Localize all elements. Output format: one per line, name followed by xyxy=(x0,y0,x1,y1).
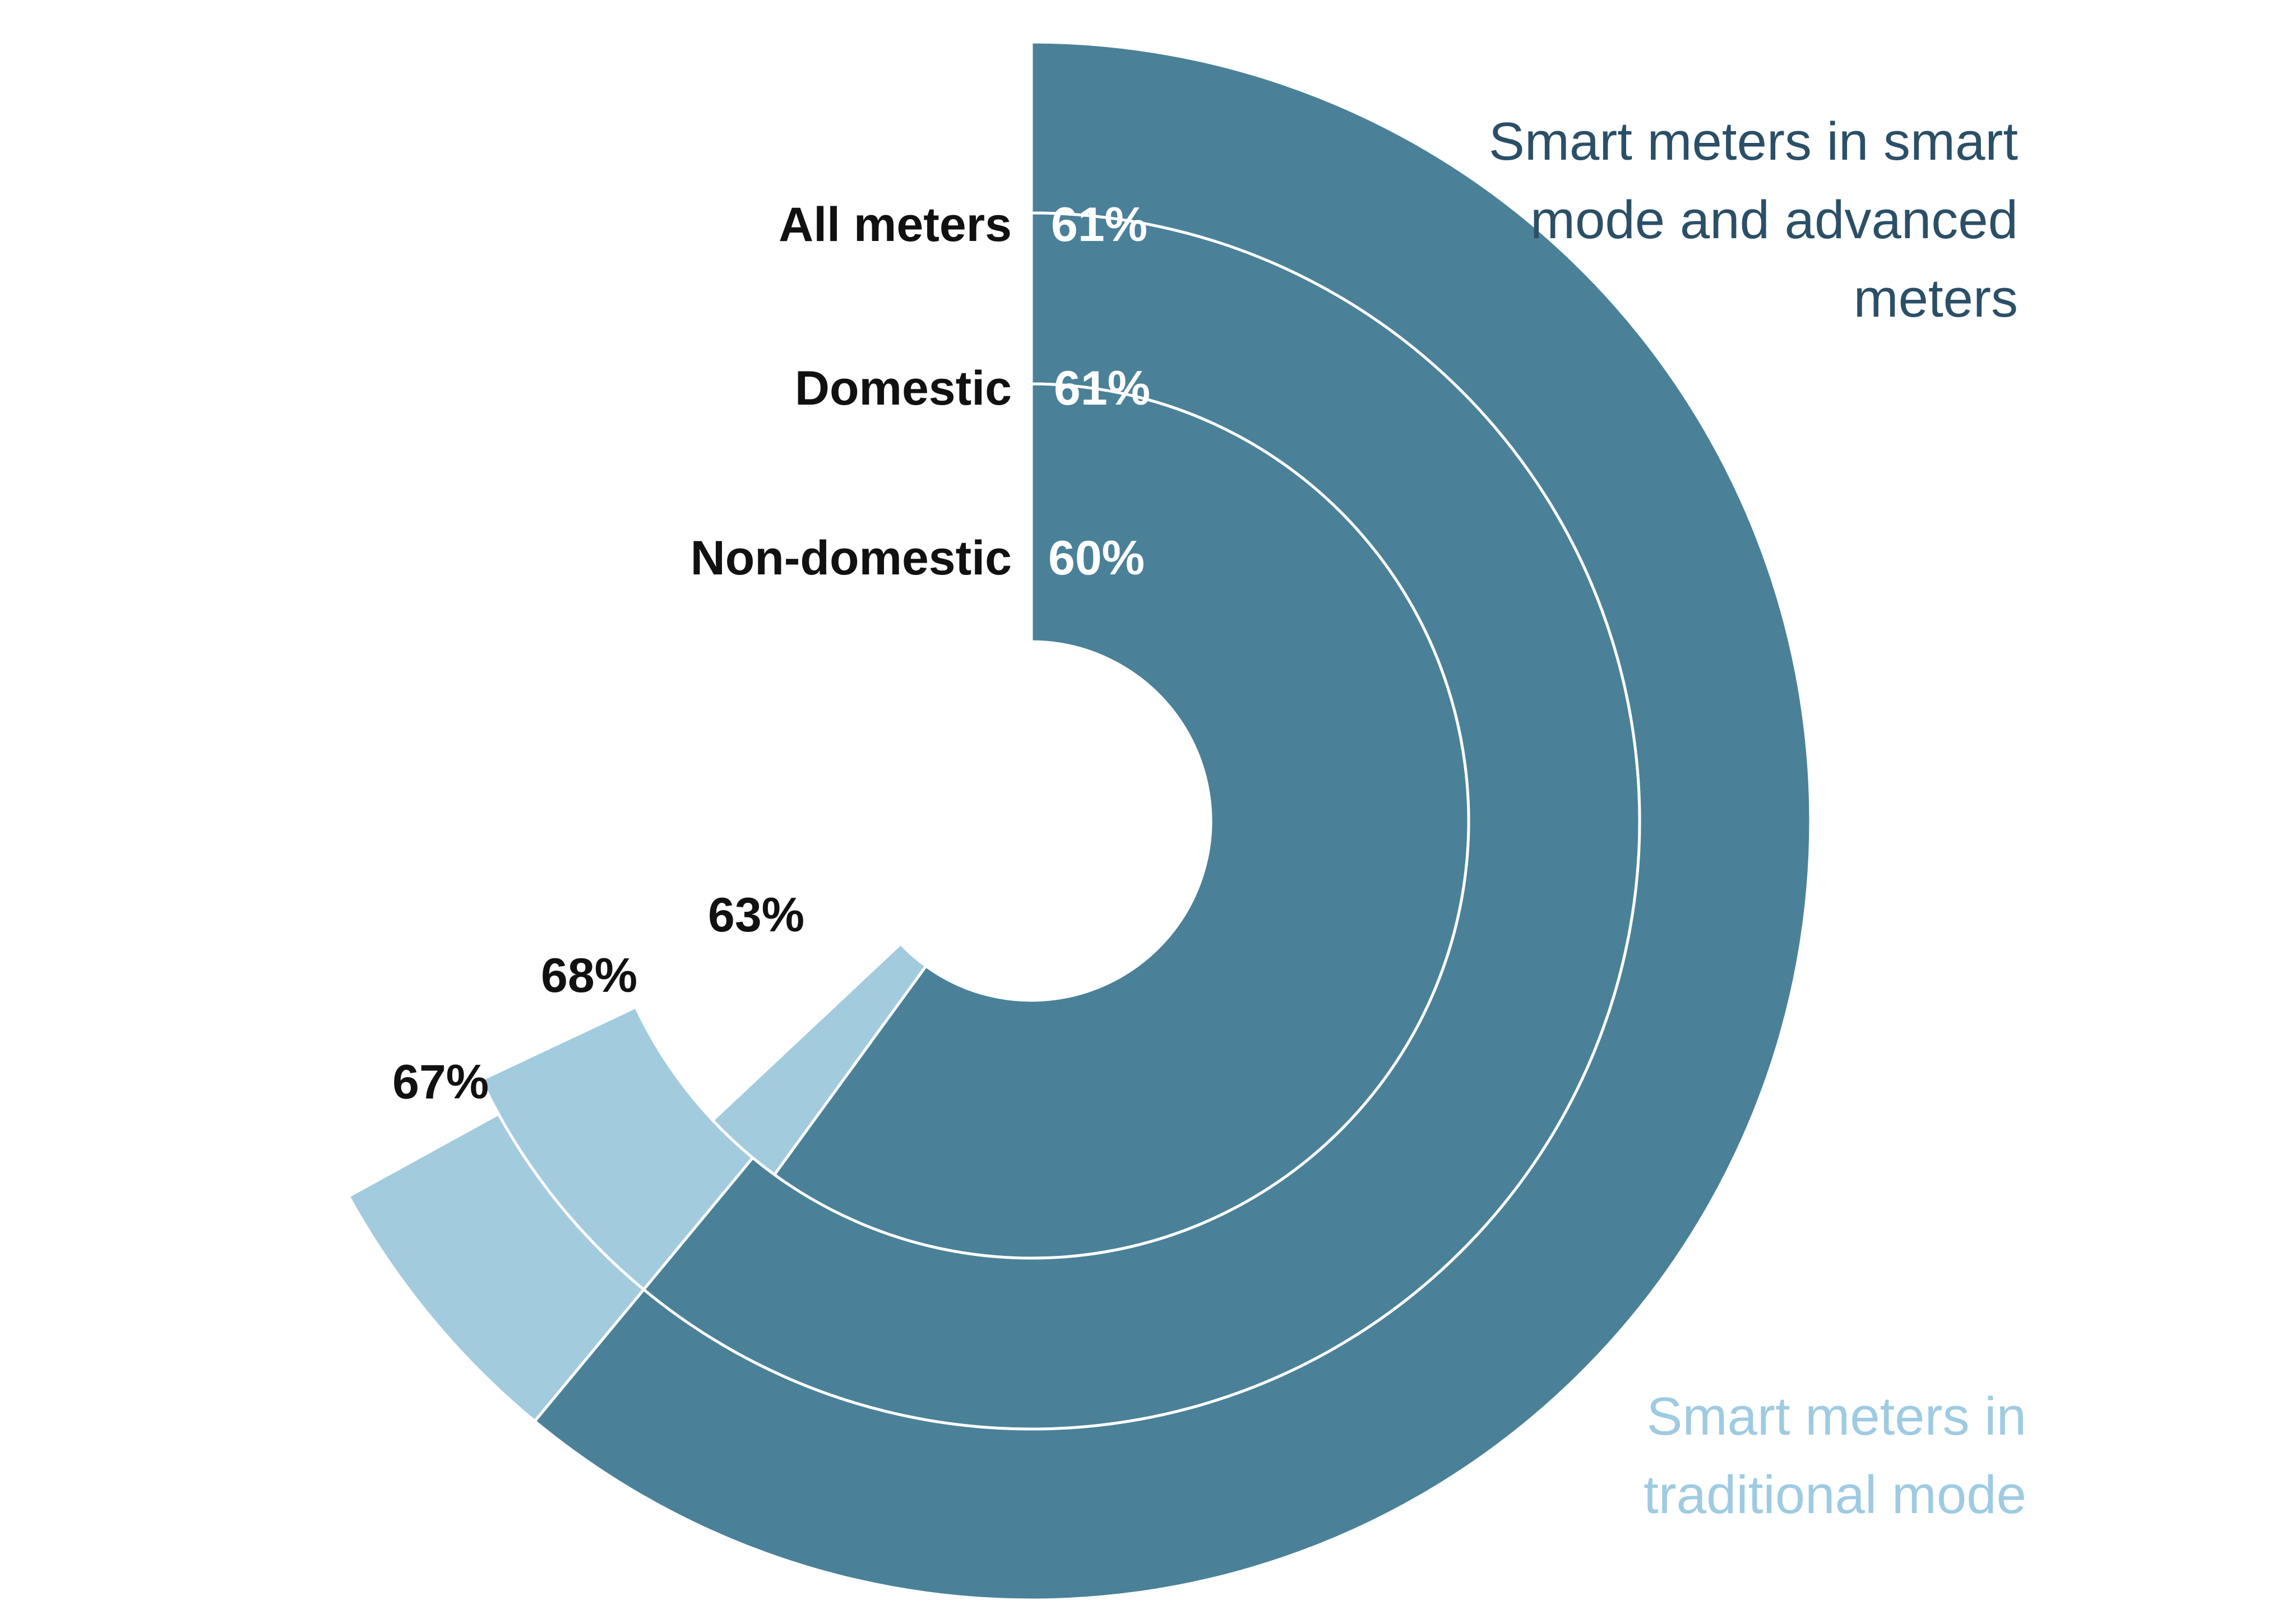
value-label-non-domestic-smart: 60% xyxy=(1048,531,1145,585)
bars-layer xyxy=(346,40,1812,1602)
total-label-all-meters: 67% xyxy=(392,1055,489,1109)
total-label-domestic: 68% xyxy=(541,949,637,1003)
legend-smart-mode-line-2: mode and advanced xyxy=(1530,190,2018,250)
category-label-non-domestic: Non-domestic xyxy=(691,531,1012,585)
value-label-domestic-smart: 61% xyxy=(1054,361,1150,415)
legend-smart-mode-line-1: Smart meters in smart xyxy=(1489,112,2018,171)
category-label-all-meters: All meters xyxy=(779,198,1012,252)
legend-traditional-line-2: traditional mode xyxy=(1644,1465,2026,1525)
bar-traditional-mode-domestic xyxy=(479,1005,755,1292)
labels-layer: All meters Domestic Non-domestic 61% 61%… xyxy=(392,198,1150,1109)
category-label-domestic: Domestic xyxy=(795,361,1012,415)
value-label-all-meters-smart: 61% xyxy=(1051,198,1147,252)
legend-smart-mode-line-3: meters xyxy=(1854,268,2018,328)
bar-smart-mode-non-domestic xyxy=(772,382,1470,1260)
legend: Smart meters in smart mode and advanced … xyxy=(1489,112,2026,1525)
bar-traditional-mode-non-domestic xyxy=(710,941,928,1177)
legend-traditional-line-1: Smart meters in xyxy=(1647,1386,2026,1446)
total-label-non-domestic: 63% xyxy=(708,888,804,942)
